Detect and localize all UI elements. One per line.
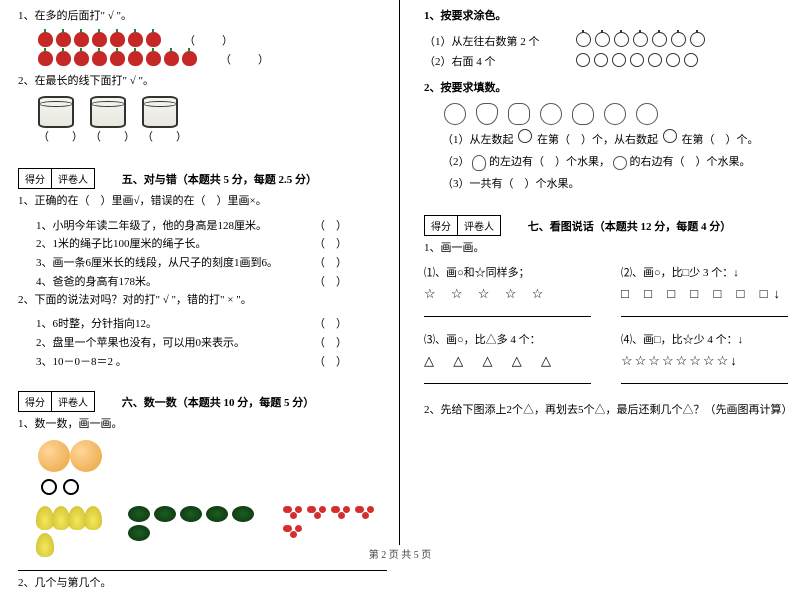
- s5-l7: 3、10－0－8＝2 。: [36, 353, 127, 372]
- paren-1: （ ）: [184, 32, 241, 48]
- s5-l1: 1、小明今年读二年级了，他的身高是128厘米。: [36, 217, 267, 236]
- section-7-title: 七、看图说话（本题共 12 分，每题 4 分）: [528, 218, 732, 234]
- page-footer: 第 2 页 共 5 页: [0, 546, 800, 561]
- blank-4: [621, 383, 788, 384]
- score-box-7: 得分评卷人: [424, 215, 501, 236]
- squares-1: □ □ □ □ □ □ □↓: [621, 286, 788, 302]
- s5-l6: 2、盘里一个苹果也没有，可以用0来表示。: [36, 334, 245, 353]
- s5-l4: 4、爸爸的身高有178米。: [36, 273, 157, 292]
- sec6-q1: 1、数一数，画一画。: [18, 416, 387, 434]
- blank-2: [621, 316, 788, 317]
- q2-text: 2、在最长的线下面打" √ "。: [18, 73, 387, 91]
- cans-row: [38, 96, 387, 128]
- sec5-q2: 2、下面的说法对吗？对的打" √ "，错的打" × "。: [18, 292, 387, 310]
- circle-outline-row: [574, 53, 700, 70]
- stars-2: ☆☆☆☆☆☆☆☆↓: [621, 353, 788, 369]
- p3: ⑶、画○，比△多 4 个：: [424, 331, 591, 347]
- apple-row-2: （ ）: [38, 51, 387, 67]
- sec7-q1: 1、画一画。: [424, 240, 788, 258]
- right-column: 1、按要求涂色。 （1）从左往右数第 2 个 （2）右面 4 个 2、按要求填数…: [400, 0, 800, 545]
- s5-l5: 1、6时整，分针指向12。: [36, 315, 157, 334]
- r-sec1-title: 1、按要求涂色。: [424, 8, 788, 26]
- sec5-q1: 1、正确的在（ ）里画√，错误的在（ ）里画×。: [18, 193, 387, 211]
- ring-row: [38, 479, 387, 498]
- stars-1: ☆ ☆ ☆ ☆ ☆: [424, 286, 591, 302]
- s5-l3: 3、画一条6厘米长的线段，从尺子的刻度1画到6。: [36, 254, 278, 273]
- p4: ⑷、画□，比☆少 4 个：↓: [621, 331, 788, 347]
- peach-row: [38, 440, 387, 475]
- q1-text: 1、在多的后面打" √ "。: [18, 8, 387, 26]
- s5-l2: 2、1米的绳子比100厘米的绳子长。: [36, 235, 207, 254]
- blank-3: [424, 383, 591, 384]
- sec6-q2: 2、几个与第几个。: [18, 575, 387, 592]
- left-column: 1、在多的后面打" √ "。 （ ） （ ） 2、在最长的线下面打" √ "。 …: [0, 0, 400, 545]
- score-box-6: 得分评卷人: [18, 391, 95, 412]
- r1-l1: （1）从左往右数第 2 个: [424, 33, 574, 49]
- r1-l2: （2）右面 4 个: [424, 53, 574, 69]
- can-labels: （ ）（ ）（ ）: [38, 128, 387, 144]
- section-6-title: 六、数一数（本题共 10 分，每题 5 分）: [122, 394, 315, 410]
- apple-row-1: （ ）: [38, 32, 387, 48]
- r-sec2-title: 2、按要求填数。: [424, 80, 788, 98]
- score-box-5: 得分评卷人: [18, 168, 95, 189]
- paren-2: （ ）: [220, 51, 277, 67]
- fruit-row: [444, 103, 788, 125]
- apple-outline-row: [574, 32, 707, 50]
- p1: ⑴、画○和☆同样多；: [424, 264, 591, 280]
- section-5-title: 五、对与错（本题共 5 分，每题 2.5 分）: [122, 171, 317, 187]
- blank-1: [424, 316, 591, 317]
- p2: ⑵、画○，比□少 3 个：↓: [621, 264, 788, 280]
- tris: △ △ △ △ △: [424, 353, 591, 369]
- r-q2: 2、先给下图添上2个△，再划去5个△，最后还剩几个△？（先画图再计算）: [424, 402, 788, 420]
